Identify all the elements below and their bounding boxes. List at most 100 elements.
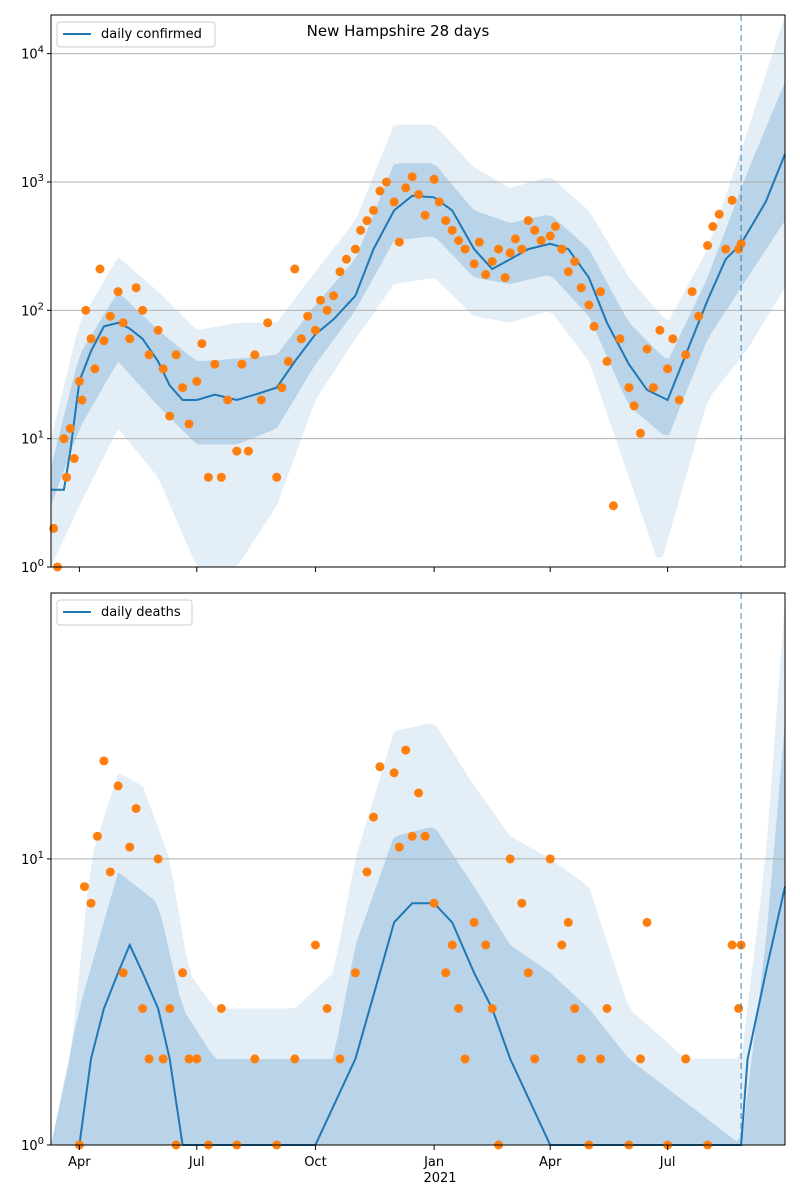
data-point — [608, 501, 618, 511]
data-point — [500, 273, 510, 283]
data-point — [158, 364, 168, 374]
data-point — [178, 383, 188, 393]
data-point — [165, 1004, 175, 1013]
data-point — [615, 334, 625, 344]
data-point — [92, 831, 102, 841]
x-tick-label: Jul — [659, 1155, 676, 1170]
data-point — [171, 350, 181, 360]
data-point — [322, 305, 332, 315]
data-point — [530, 1054, 540, 1064]
data-point — [144, 350, 154, 360]
data-point — [90, 364, 100, 374]
data-point — [536, 236, 546, 245]
data-point — [296, 334, 306, 344]
legend-label: daily deaths — [101, 605, 181, 620]
data-point — [624, 383, 634, 393]
x-tick-label: Apr — [539, 1155, 562, 1170]
data-point — [362, 216, 372, 226]
x-tick-label: Jan — [423, 1155, 444, 1170]
data-point — [674, 395, 684, 405]
data-point — [69, 454, 79, 463]
data-point — [714, 209, 724, 219]
x-tick-label: Oct — [304, 1155, 326, 1170]
data-point — [681, 1054, 691, 1064]
data-point — [545, 231, 555, 241]
data-point — [469, 259, 479, 269]
data-point — [335, 1054, 345, 1064]
data-point — [316, 295, 326, 305]
data-point — [474, 237, 484, 247]
deaths-y-axis: 100 101 — [21, 850, 51, 1154]
data-point — [153, 854, 163, 864]
data-point — [329, 291, 338, 301]
data-point — [165, 411, 175, 421]
data-point — [414, 788, 424, 798]
data-point — [703, 241, 713, 250]
data-point — [420, 210, 430, 220]
data-point — [636, 1054, 645, 1064]
data-point — [517, 244, 527, 254]
data-point — [401, 745, 411, 755]
data-point — [335, 267, 345, 277]
data-point — [441, 216, 451, 226]
data-point — [232, 446, 242, 456]
data-point — [727, 940, 737, 950]
confirmed-uncertainty-bands — [51, 15, 785, 567]
data-point — [414, 189, 424, 199]
data-point — [727, 195, 737, 205]
data-point — [197, 339, 207, 349]
deaths-panel: 100 101 Apr Jul Oct Jan Apr Jul daily deaths 2… — [21, 592, 786, 1186]
data-point — [277, 383, 287, 393]
data-point — [394, 842, 404, 852]
data-point — [487, 1004, 497, 1013]
data-point — [510, 234, 520, 244]
data-point — [203, 472, 213, 482]
data-point — [99, 756, 109, 766]
data-point — [505, 248, 515, 258]
data-point — [118, 318, 128, 328]
data-point — [563, 267, 573, 277]
deaths-legend: daily deaths — [56, 599, 193, 626]
data-point — [389, 768, 399, 778]
data-point — [407, 831, 417, 841]
deaths-axes-frame — [50, 592, 786, 1146]
data-point — [113, 781, 123, 791]
data-point — [237, 359, 247, 369]
data-point — [290, 264, 300, 274]
data-point — [138, 305, 148, 315]
data-point — [105, 867, 115, 877]
data-point — [429, 174, 439, 184]
x-year-label: 2021 — [423, 1171, 456, 1186]
data-point — [350, 244, 360, 254]
data-point — [250, 350, 260, 360]
data-point — [59, 434, 69, 444]
data-point — [310, 325, 320, 335]
data-point — [118, 968, 128, 978]
data-point — [570, 257, 580, 266]
data-point — [545, 854, 555, 864]
data-point — [303, 311, 313, 321]
deaths-uncertainty-bands — [51, 600, 785, 1145]
data-point — [401, 183, 411, 193]
confirmed-axes-frame — [50, 14, 786, 568]
data-point — [153, 325, 163, 335]
data-point — [283, 356, 293, 366]
data-point — [557, 940, 567, 950]
x-tick-label: Jul — [188, 1155, 205, 1170]
data-point — [65, 424, 75, 433]
data-point — [642, 344, 652, 354]
data-point — [447, 225, 457, 235]
data-point — [341, 254, 351, 264]
band-outer — [51, 15, 785, 567]
data-point — [576, 283, 586, 293]
data-point — [95, 264, 105, 274]
data-point — [184, 1054, 194, 1064]
data-point — [178, 968, 188, 978]
confirmed-panel: 100 101 102 103 104 daily confirmed New Hamp… — [21, 14, 786, 576]
data-point — [272, 472, 282, 482]
data-point — [481, 270, 491, 279]
data-point — [429, 898, 439, 908]
chart-title: New Hampshire 28 days — [307, 22, 490, 40]
data-point — [487, 257, 497, 266]
